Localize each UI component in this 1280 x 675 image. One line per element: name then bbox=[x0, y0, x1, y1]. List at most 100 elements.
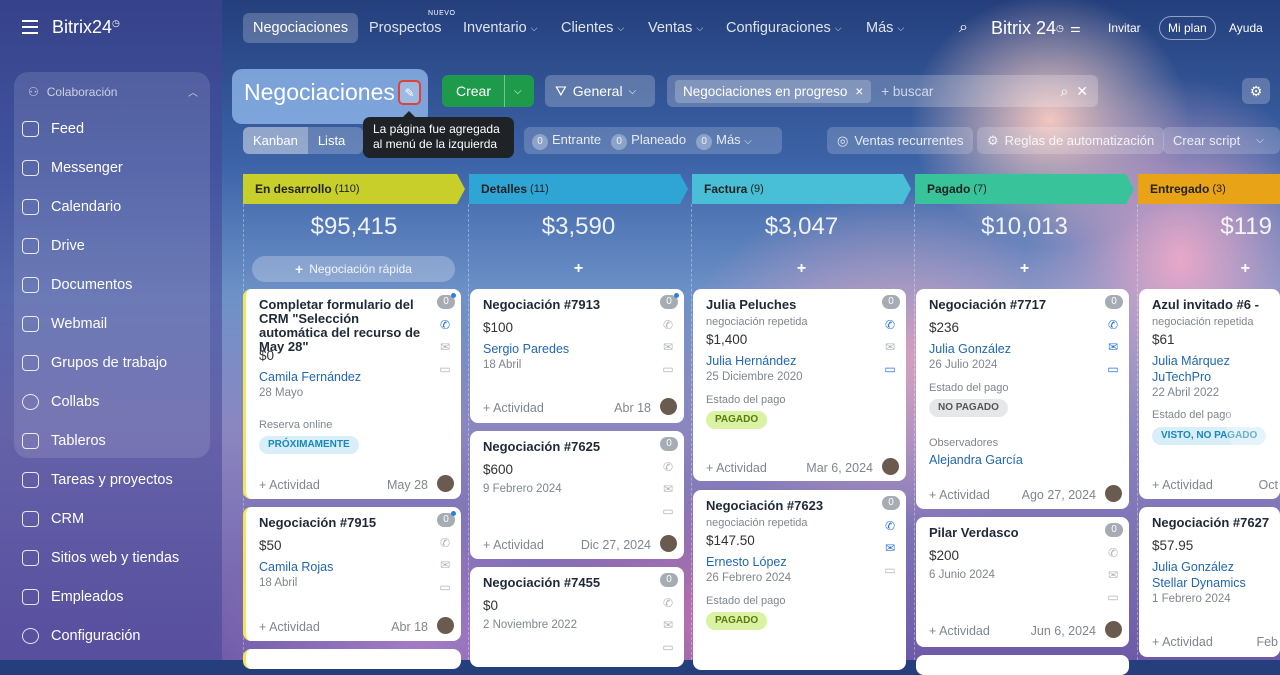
menu-icon[interactable] bbox=[22, 20, 38, 34]
deal-card[interactable]: Negociación #7625 0 $600 9 Febrero 2024 … bbox=[470, 431, 684, 559]
add-deal-icon[interactable]: + bbox=[1240, 260, 1250, 277]
add-activity-link[interactable]: + Actividad bbox=[483, 401, 544, 415]
create-button[interactable]: Crear ⌵ bbox=[442, 75, 534, 107]
avatar[interactable] bbox=[1105, 485, 1122, 502]
search-icon[interactable]: ⌕ bbox=[1060, 82, 1069, 99]
stage-pagado[interactable]: Pagado (7) bbox=[915, 174, 1134, 204]
topnav-configuraciones[interactable]: Configuraciones ⌵ bbox=[726, 20, 842, 36]
deal-card[interactable]: Negociación #7627 $57.95 Julia González … bbox=[1139, 507, 1280, 657]
avatar[interactable] bbox=[882, 458, 899, 475]
chat-icon[interactable]: ▭ bbox=[884, 563, 896, 577]
chat-icon[interactable]: ▭ bbox=[439, 580, 451, 594]
topnav-clientes[interactable]: Clientes ⌵ bbox=[561, 20, 625, 36]
settings-sliders-icon[interactable]: ⚌ bbox=[1070, 21, 1081, 35]
sidebar-item-tasks[interactable]: Tareas y proyectos bbox=[22, 469, 173, 491]
chevron-up-icon[interactable]: ︿ bbox=[188, 88, 198, 99]
sidebar-item-settings[interactable]: Configuración bbox=[22, 625, 140, 647]
contact-link[interactable]: Camila Rojas bbox=[259, 560, 334, 574]
sidebar-item-sites[interactable]: Sitios web y tiendas bbox=[22, 547, 179, 569]
contact-link[interactable]: Julia Márquez bbox=[1152, 354, 1230, 368]
add-activity-link[interactable]: + Actividad bbox=[259, 478, 320, 492]
stage-factura[interactable]: Factura (9) bbox=[692, 174, 911, 204]
add-activity-link[interactable]: + Actividad bbox=[259, 620, 320, 634]
invite-button[interactable]: Invitar bbox=[1108, 21, 1141, 35]
chat-icon[interactable]: ▭ bbox=[662, 362, 674, 376]
deal-card[interactable]: Completar formulario del CRM "Selección … bbox=[243, 289, 461, 499]
counter-planned[interactable]: 0 Planeado bbox=[611, 132, 686, 150]
stage-en-desarrollo[interactable]: En desarrollo (110) bbox=[243, 174, 465, 204]
deal-card[interactable]: Negociación #7915 0 $50 Camila Rojas 18 … bbox=[243, 507, 461, 641]
mail-icon[interactable]: ✉ bbox=[1107, 340, 1119, 354]
avatar[interactable] bbox=[437, 475, 454, 492]
counter-incoming[interactable]: 0 Entrante bbox=[532, 132, 601, 150]
contact-link[interactable]: Julia Hernández bbox=[706, 354, 797, 368]
add-deal-icon[interactable]: + bbox=[573, 260, 584, 277]
deal-card[interactable]: Pilar Verdasco 0 $200 6 Junio 2024 ✆ ✉ ▭… bbox=[916, 517, 1129, 647]
deal-card[interactable]: Julia Peluches 0 negociación repetida $1… bbox=[693, 289, 906, 481]
mail-icon[interactable]: ✉ bbox=[884, 541, 896, 555]
chat-icon[interactable]: ▭ bbox=[884, 362, 896, 376]
phone-icon[interactable]: ✆ bbox=[884, 318, 896, 332]
filter-chip[interactable]: Negociaciones en progreso × bbox=[675, 79, 872, 103]
mail-icon[interactable]: ✉ bbox=[1107, 568, 1119, 582]
view-kanban[interactable]: Kanban bbox=[243, 127, 308, 154]
topnav-inventario[interactable]: Inventario ⌵ bbox=[463, 20, 538, 36]
chat-icon[interactable]: ▭ bbox=[439, 362, 451, 376]
topnav-mas[interactable]: Más ⌵ bbox=[866, 20, 905, 36]
avatar[interactable] bbox=[660, 535, 677, 552]
mail-icon[interactable]: ✉ bbox=[662, 482, 674, 496]
deal-card[interactable]: Azul invitado #6 - negociación repetida … bbox=[1139, 289, 1280, 499]
chat-icon[interactable]: ▭ bbox=[662, 640, 674, 654]
automation-rules-button[interactable]: ⚙ Reglas de automatización bbox=[977, 127, 1165, 154]
mail-icon[interactable]: ✉ bbox=[439, 558, 451, 572]
close-icon[interactable]: × bbox=[855, 83, 864, 99]
chat-icon[interactable]: ▭ bbox=[1107, 590, 1119, 604]
create-script-button[interactable]: Crear script ⌵ bbox=[1163, 127, 1280, 154]
stage-entregado[interactable]: Entregado (3) bbox=[1138, 174, 1280, 204]
view-activities[interactable]: A bbox=[355, 127, 363, 154]
pin-icon[interactable]: ✎ bbox=[398, 80, 421, 105]
deal-card[interactable]: Negociación #7717 0 $236 Julia González … bbox=[916, 289, 1129, 509]
add-activity-link[interactable]: + Actividad bbox=[929, 488, 990, 502]
deal-card[interactable]: Negociación #7623 0 negociación repetida… bbox=[693, 490, 906, 670]
chat-icon[interactable]: ▭ bbox=[662, 504, 674, 518]
phone-icon[interactable]: ✆ bbox=[439, 318, 451, 332]
quick-deal-button[interactable]: + Negociación rápida bbox=[252, 256, 455, 282]
counter-more[interactable]: 0 Más ⌵ bbox=[696, 132, 752, 150]
add-deal-icon[interactable]: + bbox=[796, 260, 807, 277]
phone-icon[interactable]: ✆ bbox=[662, 460, 674, 474]
sidebar-item-collabs[interactable]: Collabs bbox=[22, 391, 99, 413]
sidebar-item-employees[interactable]: Empleados bbox=[22, 586, 124, 608]
gear-icon[interactable]: ⚙ bbox=[1242, 78, 1270, 104]
avatar[interactable] bbox=[1105, 621, 1122, 638]
deal-card[interactable]: Negociación #7455 0 $0 2 Noviembre 2022 … bbox=[470, 567, 684, 667]
phone-icon[interactable]: ✆ bbox=[439, 536, 451, 550]
add-activity-link[interactable]: + Actividad bbox=[1152, 478, 1213, 492]
phone-icon[interactable]: ✆ bbox=[1107, 318, 1119, 332]
search-icon[interactable]: ⌕ bbox=[959, 19, 968, 36]
mail-icon[interactable]: ✉ bbox=[884, 340, 896, 354]
phone-icon[interactable]: ✆ bbox=[662, 596, 674, 610]
mail-icon[interactable]: ✉ bbox=[662, 618, 674, 632]
mail-icon[interactable]: ✉ bbox=[662, 340, 674, 354]
sidebar-item-messenger[interactable]: Messenger bbox=[22, 157, 123, 179]
add-activity-link[interactable]: + Actividad bbox=[1152, 635, 1213, 649]
add-activity-link[interactable]: + Actividad bbox=[706, 461, 767, 475]
phone-icon[interactable]: ✆ bbox=[1107, 546, 1119, 560]
stage-detalles[interactable]: Detalles (11) bbox=[469, 174, 688, 204]
deal-card[interactable] bbox=[243, 649, 461, 669]
topnav-prospectos[interactable]: Prospectos bbox=[369, 20, 442, 36]
phone-icon[interactable]: ✆ bbox=[884, 519, 896, 533]
help-button[interactable]: Ayuda bbox=[1229, 21, 1263, 35]
sidebar-item-crm[interactable]: CRM bbox=[22, 508, 84, 530]
deal-card[interactable]: Negociación #7913 0 $100 Sergio Paredes … bbox=[470, 289, 684, 423]
contact-link[interactable]: Julia González bbox=[1152, 560, 1234, 574]
phone-icon[interactable]: ✆ bbox=[662, 318, 674, 332]
pipeline-select[interactable]: ⛛ General ⌵ bbox=[545, 75, 655, 107]
sidebar-item-calendar[interactable]: Calendario bbox=[22, 196, 121, 218]
contact-link[interactable]: Sergio Paredes bbox=[483, 342, 570, 356]
topnav-ventas[interactable]: Ventas ⌵ bbox=[648, 20, 704, 36]
avatar[interactable] bbox=[660, 398, 677, 415]
chat-icon[interactable]: ▭ bbox=[1107, 362, 1119, 376]
add-deal-icon[interactable]: + bbox=[1019, 260, 1030, 277]
